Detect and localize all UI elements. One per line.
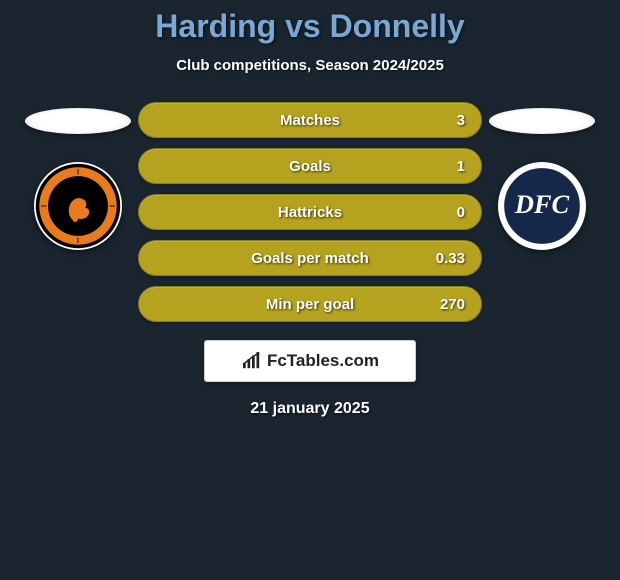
stats-column: Matches 3 Goals 1 Hattricks 0 Goals per … [138,102,482,322]
brand-text: FcTables.com [267,351,379,371]
right-halo [489,108,595,134]
stat-row-hattricks: Hattricks 0 [138,194,482,230]
stat-value: 0 [457,204,465,221]
left-halo [25,108,131,134]
stat-label: Min per goal [266,296,354,313]
stat-row-min-per-goal: Min per goal 270 [138,286,482,322]
subtitle: Club competitions, Season 2024/2025 [176,57,444,74]
bar-chart-icon [241,352,263,370]
stat-label: Hattricks [278,204,342,221]
stat-label: Goals per match [251,250,369,267]
right-column: DFC [482,102,602,250]
player1-name: Harding [155,8,276,44]
svg-text:DFC: DFC [514,189,570,219]
stat-row-goals-per-match: Goals per match 0.33 [138,240,482,276]
left-club-crest [34,162,122,250]
player2-name: Donnelly [330,8,465,44]
stat-label: Matches [280,112,340,129]
headline: Harding vs Donnelly [155,8,464,45]
stat-label: Goals [289,158,331,175]
brand-badge: FcTables.com [204,340,416,382]
main-row: Matches 3 Goals 1 Hattricks 0 Goals per … [0,102,620,322]
left-column [18,102,138,250]
stat-value: 270 [440,296,465,313]
stat-row-goals: Goals 1 [138,148,482,184]
stat-value: 1 [457,158,465,175]
headline-vs: vs [285,8,321,44]
stat-value: 3 [457,112,465,129]
stat-value: 0.33 [436,250,465,267]
date: 21 january 2025 [250,400,369,418]
right-club-crest: DFC [498,162,586,250]
infographic-root: Harding vs Donnelly Club competitions, S… [0,0,620,418]
stat-row-matches: Matches 3 [138,102,482,138]
